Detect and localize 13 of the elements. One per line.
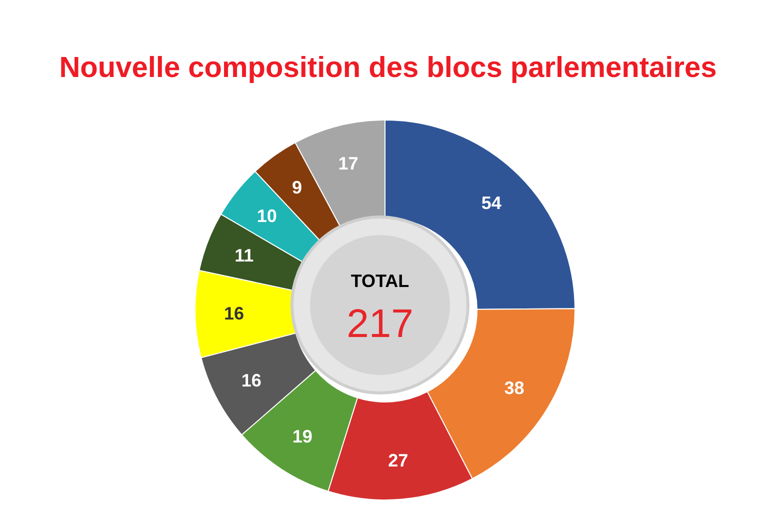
data-label: 16 (224, 303, 244, 324)
data-label: 17 (338, 154, 358, 174)
data-label: 16 (241, 370, 262, 390)
data-label: 11 (234, 246, 254, 266)
data-label: 10 (256, 206, 277, 226)
data-label: 54 (481, 192, 502, 213)
data-label: 19 (292, 426, 312, 446)
data-label: 38 (504, 378, 524, 398)
data-label: 9 (292, 177, 302, 198)
text: 217 (346, 302, 414, 346)
chart-title: Nouvelle composition des blocs parlementaires (58, 52, 718, 85)
data-label: 27 (388, 450, 408, 470)
text: TOTAL (350, 271, 410, 291)
